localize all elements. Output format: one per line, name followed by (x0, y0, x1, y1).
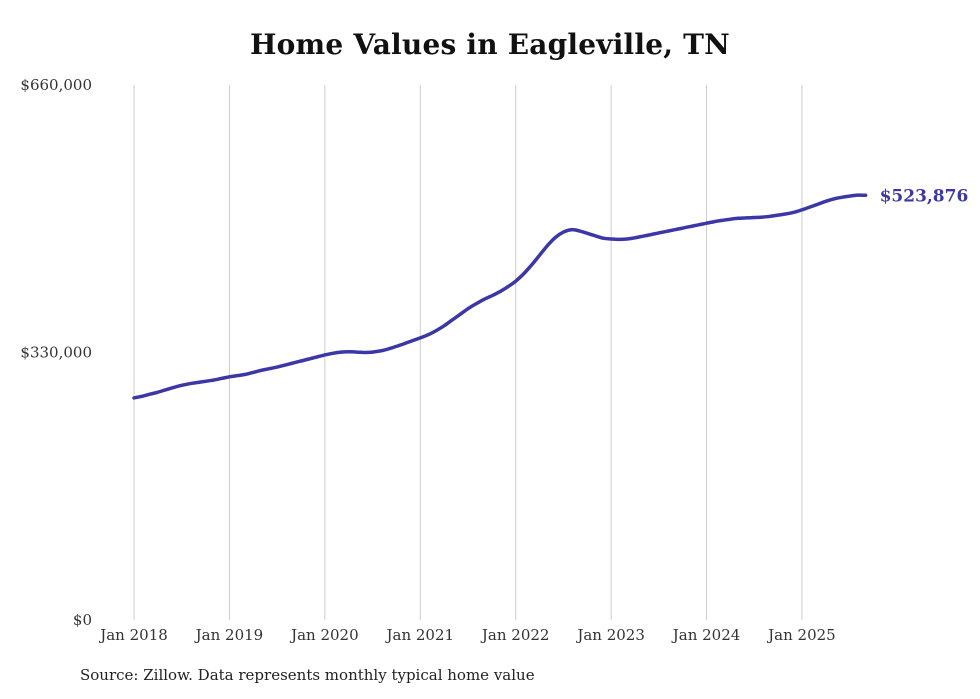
y-axis-tick-labels: $0 $330,000 $660,000 (20, 76, 92, 629)
x-tick-label: Jan 2024 (671, 626, 741, 644)
y-tick-label: $0 (73, 611, 92, 629)
x-tick-label: Jan 2021 (384, 626, 454, 644)
home-value-line-series (132, 193, 868, 400)
x-tick-label: Jan 2020 (289, 626, 359, 644)
y-tick-label: $330,000 (20, 344, 92, 362)
x-tick-label: Jan 2019 (194, 626, 264, 644)
latest-value-label: $523,876 (880, 186, 969, 206)
x-tick-label: Jan 2023 (575, 626, 645, 644)
x-tick-label: Jan 2025 (766, 626, 836, 644)
x-tick-label: Jan 2022 (480, 626, 550, 644)
chart-title: Home Values in Eagleville, TN (250, 28, 730, 61)
y-tick-label: $660,000 (20, 76, 92, 94)
gridlines (133, 85, 803, 620)
x-tick-label: Jan 2018 (98, 626, 168, 644)
x-axis-tick-labels: Jan 2018 Jan 2019 Jan 2020 Jan 2021 Jan 2022… (98, 626, 836, 644)
source-note: Source: Zillow. Data represents monthly … (80, 666, 535, 684)
